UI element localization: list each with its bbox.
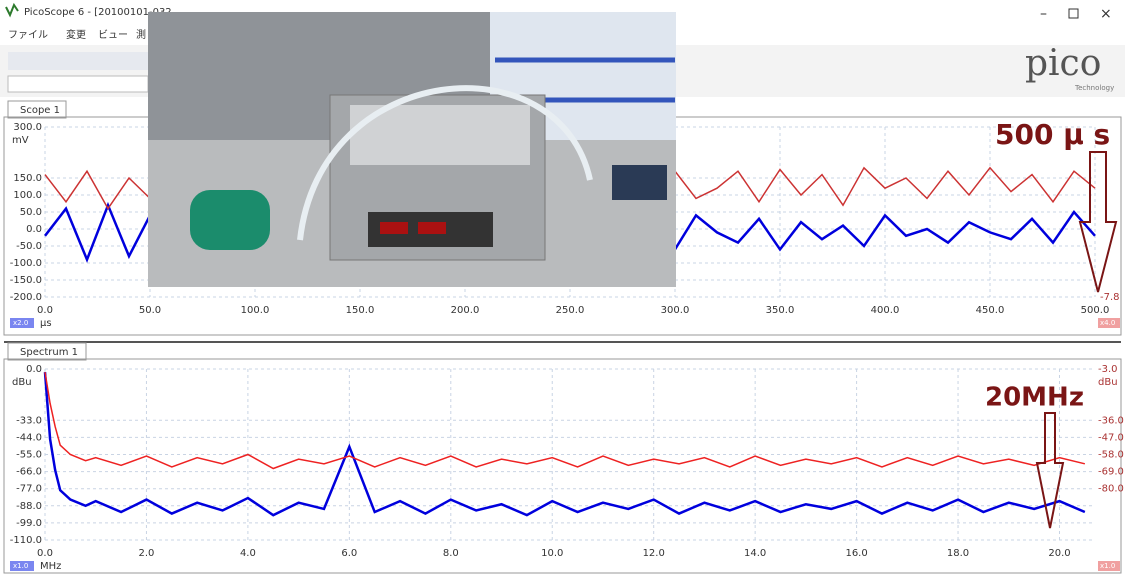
y-tick-label: -88.0	[16, 501, 42, 512]
annotation: 500 μ s	[995, 118, 1110, 151]
tool-buttons[interactable]	[8, 52, 148, 70]
x-tick-label: 12.0	[643, 548, 665, 559]
trace	[43, 372, 1086, 517]
y2-tick-label: -58.0	[1098, 450, 1124, 461]
x-tick-label: 4.0	[240, 548, 256, 559]
right-label: -7.8	[1100, 292, 1120, 303]
app-icon	[5, 2, 19, 18]
close-button[interactable]: ×	[1100, 6, 1112, 22]
y-tick-label: -77.0	[16, 484, 42, 495]
y-tick-label: -150.0	[10, 275, 42, 286]
x-tick-label: 0.0	[37, 548, 53, 559]
tab[interactable]	[7, 342, 87, 361]
x-tick-label: 6.0	[341, 548, 357, 559]
badge-label: x4.0	[1100, 319, 1115, 327]
x-tick-label: 10.0	[541, 548, 563, 559]
x-tick-label: 200.0	[451, 305, 480, 316]
y-tick-label: 50.0	[20, 207, 42, 218]
y-tick-label: 0.0	[26, 224, 42, 235]
x-tick-label: 250.0	[556, 305, 585, 316]
spectrum-panel	[3, 358, 1122, 574]
y-tick-label: -110.0	[10, 535, 42, 546]
tube	[297, 85, 593, 241]
y2-tick-label: -80.0	[1098, 484, 1124, 495]
x-tick-label: 8.0	[443, 548, 459, 559]
trace	[44, 371, 1086, 470]
y-tick-label: 150.0	[13, 173, 42, 184]
y-tick-label: 100.0	[13, 190, 42, 201]
x-tick-label: 300.0	[661, 305, 690, 316]
y-unit: dBu	[12, 377, 32, 388]
tab-label[interactable]: Scope 1	[20, 105, 60, 116]
menu-item[interactable]: ファイル	[8, 30, 48, 41]
tab[interactable]	[7, 100, 67, 119]
x-tick-label: 16.0	[845, 548, 867, 559]
x-tick-label: 100.0	[241, 305, 270, 316]
y-tick-label: 300.0	[13, 122, 42, 133]
photo	[148, 12, 676, 287]
x-tick-label: 50.0	[139, 305, 161, 316]
menu-item[interactable]: ビュー	[98, 29, 128, 41]
x-tick-label: 150.0	[346, 305, 375, 316]
menu-item[interactable]: 変更	[66, 28, 86, 41]
display	[418, 222, 446, 234]
spectrum-view: 0.0 -33.0 -44.0 -55.0 -66.0 -77.0 -88.0 -99.0 -1…	[10, 364, 1124, 572]
y2-tick-label: -3.0	[1098, 364, 1118, 375]
x-tick-label: 20.0	[1048, 548, 1070, 559]
x-tick-label: 0.0	[37, 305, 53, 316]
x-unit: MHz	[40, 561, 61, 572]
scope-device	[612, 165, 667, 200]
badge-label: x2.0	[13, 319, 28, 327]
badge	[1098, 561, 1120, 571]
x-tick-label: 400.0	[871, 305, 900, 316]
x-unit: μs	[40, 318, 52, 329]
channel-select[interactable]	[7, 75, 149, 93]
y-tick-label: -50.0	[16, 241, 42, 252]
y-tick-label: -66.0	[16, 467, 42, 478]
menu-item[interactable]: 測	[136, 28, 146, 41]
y2-tick-label: -47.0	[1098, 432, 1124, 443]
y-tick-label: -100.0	[10, 258, 42, 269]
maximize-button[interactable]	[1068, 8, 1079, 19]
y-unit: mV	[12, 135, 29, 146]
y-tick-label: -99.0	[16, 518, 42, 529]
x-tick-label: 500.0	[1081, 305, 1110, 316]
y2-tick-label: -36.0	[1098, 415, 1124, 426]
badge	[10, 318, 34, 328]
y-tick-label: -44.0	[16, 432, 42, 443]
annotation: 20MHz	[985, 383, 1084, 413]
y-tick-label: 0.0	[26, 364, 42, 375]
tab-label[interactable]: Spectrum 1	[20, 347, 78, 358]
window-title: PicoScope 6 - [20100101-032	[24, 7, 172, 18]
x-tick-label: 450.0	[976, 305, 1005, 316]
badge	[1098, 318, 1120, 328]
y2-unit: dBu	[1098, 377, 1118, 388]
y-tick-label: -200.0	[10, 292, 42, 303]
minimize-button[interactable]: –	[1040, 6, 1047, 22]
y-tick-label: -33.0	[16, 415, 42, 426]
splitter	[4, 341, 1121, 343]
annotation-arrow	[1078, 151, 1118, 293]
badge	[10, 561, 34, 571]
x-tick-label: 14.0	[744, 548, 766, 559]
badge-label: x1.0	[13, 562, 28, 570]
x-tick-label: 18.0	[947, 548, 969, 559]
badge-label: x1.0	[1100, 562, 1115, 570]
x-tick-label: 2.0	[138, 548, 154, 559]
annotation-arrow	[1035, 412, 1065, 529]
pump	[190, 190, 270, 250]
logo-sub: Technology	[1074, 84, 1114, 92]
x-tick-label: 350.0	[766, 305, 795, 316]
display	[380, 222, 408, 234]
y-tick-label: -55.0	[16, 450, 42, 461]
y2-tick-label: -69.0	[1098, 467, 1124, 478]
logo: pico	[1025, 43, 1101, 84]
